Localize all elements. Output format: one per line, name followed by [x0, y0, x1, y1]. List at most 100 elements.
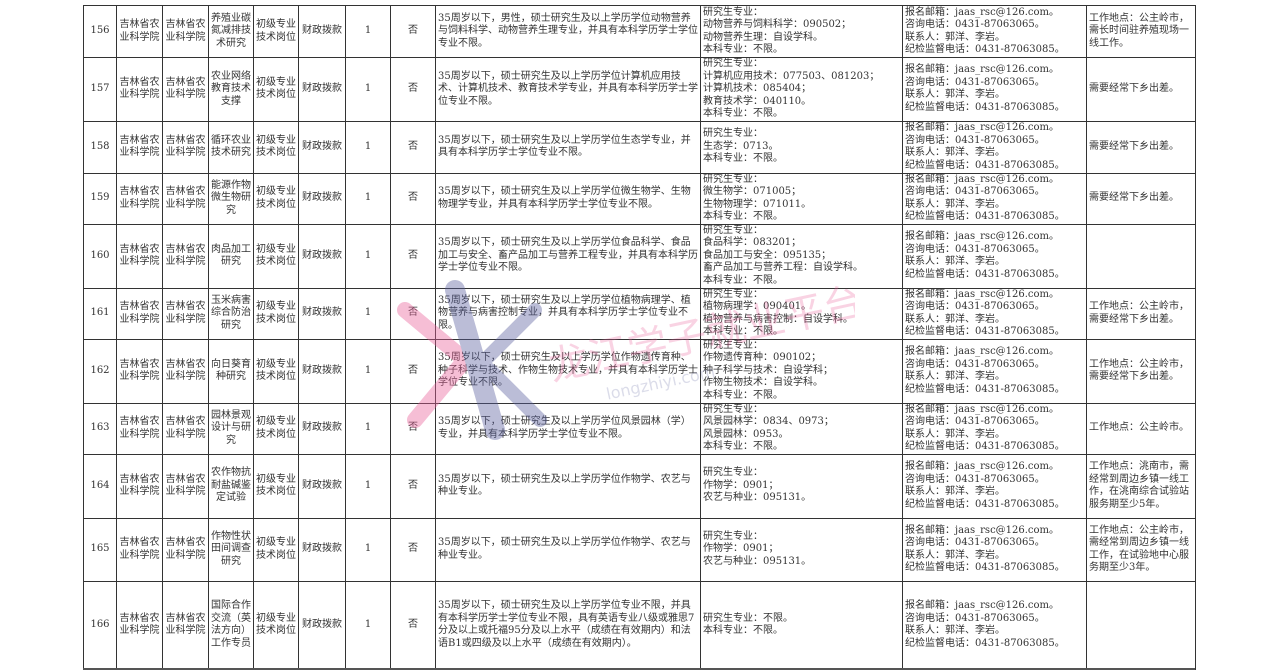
major-requirements-line: 研究生专业：: [703, 288, 763, 300]
major-requirements-line: 教育技术学：040110。: [703, 95, 812, 107]
major-requirements: 研究生专业： 作物学：0901； 农艺与种业：095131。: [700, 517, 903, 582]
department: 吉林省农业科学院: [162, 223, 209, 289]
contact-info: 报名邮箱：jaas_rsc@126.com。 咨询电话：0431-87063065…: [902, 287, 1087, 340]
major-requirements-line: 本科专业：不限。: [703, 108, 783, 119]
major-requirements-line: 种子科学与技术：自设学科；: [703, 364, 833, 376]
table-row: 160 吉林省农业科学院 吉林省农业科学院 肉品加工研究 初级专业技术岗位 财政拨款 1 否 3…: [83, 223, 1196, 289]
requirements: 35周岁以下，硕士研究生及以上学历学位风景园林（学）专业，并具有本科学历学士学位…: [435, 402, 701, 455]
requirements: 35周岁以下，硕士研究生及以上学历学位专业不限，并具有本科学历学士学位专业不限，…: [435, 580, 701, 670]
major-requirements-line: 研究生专业：: [703, 58, 763, 69]
position-name: 农作物抗耐盐碱鉴定试验: [208, 453, 254, 519]
remarks: 工作地点：公主岭市，需要经常下乡出差。: [1086, 287, 1196, 340]
remarks: 工作地点：公主岭市，需要经常下乡出差。: [1086, 338, 1196, 404]
contact-info-line: 咨询电话：0431-87063065。: [905, 76, 1045, 88]
hiring-count: 1: [345, 517, 391, 582]
job-posting-table: 156 吉林省农业科学院 吉林省农业科学院 养殖业碳氮减排技术研究 初级专业技术岗位 财政…: [83, 5, 1196, 670]
table-row: 158 吉林省农业科学院 吉林省农业科学院 循环农业技术研究 初级专业技术岗位 财政拨款 1…: [83, 120, 1196, 174]
contact-info-line: 纪检监督电话：0431-87063085。: [905, 441, 1065, 452]
major-requirements-line: 农艺与种业：095131。: [703, 555, 812, 567]
employer-unit: 吉林省农业科学院: [116, 517, 163, 582]
yes-no-flag: 否: [390, 338, 436, 404]
funding-source: 财政拨款: [298, 402, 346, 455]
contact-info: 报名邮箱：jaas_rsc@126.com。 咨询电话：0431-87063065…: [902, 517, 1087, 582]
table-row: 159 吉林省农业科学院 吉林省农业科学院 能源作物微生物研究 初级专业技术岗位 财政拨款…: [83, 172, 1196, 225]
major-requirements-line: 本科专业：不限。: [703, 326, 783, 337]
major-requirements-line: 研究生专业：: [703, 6, 763, 18]
requirements: 35周岁以下，硕士研究生及以上学历学位植物病理学、植物营养与病害控制专业，并具有…: [435, 287, 701, 340]
hiring-count: 1: [345, 402, 391, 455]
employer-unit: 吉林省农业科学院: [116, 223, 163, 289]
contact-info-line: 咨询电话：0431-87063065。: [905, 186, 1045, 197]
yes-no-flag: 否: [390, 402, 436, 455]
position-name: 园林景观设计与研究: [208, 402, 254, 455]
hiring-count: 1: [345, 580, 391, 670]
position-name: 国际合作交流（英法方向）工作专员: [208, 580, 254, 670]
major-requirements-line: 作物学：0901；: [703, 479, 779, 491]
row-number: 160: [83, 223, 117, 289]
contact-info-line: 报名邮箱：jaas_rsc@126.com。: [905, 6, 1060, 18]
contact-info-line: 报名邮箱：jaas_rsc@126.com。: [905, 600, 1060, 611]
position-category: 初级专业技术岗位: [253, 120, 299, 174]
major-requirements-line: 计算机技术：085404；: [703, 83, 812, 94]
major-requirements-line: 本科专业：不限。: [703, 153, 783, 165]
major-requirements-line: 本科专业：不限。: [703, 625, 783, 636]
contact-info-line: 纪检监督电话：0431-87063085。: [905, 211, 1065, 222]
major-requirements: 研究生专业： 动物营养与饲料科学：090502； 动物营养生理：自设学科。 本科专业：…: [700, 5, 903, 58]
department: 吉林省农业科学院: [162, 580, 209, 670]
major-requirements-line: 研究生专业：: [703, 173, 763, 185]
contact-info-line: 报名邮箱：jaas_rsc@126.com。: [905, 346, 1060, 357]
position-category: 初级专业技术岗位: [253, 172, 299, 225]
major-requirements-line: 植物营养与病害控制：自设学科。: [703, 313, 853, 325]
hiring-count: 1: [345, 5, 391, 58]
funding-source: 财政拨款: [298, 57, 346, 122]
remarks: 需要经常下乡出差。: [1086, 57, 1196, 122]
yes-no-flag: 否: [390, 580, 436, 670]
hiring-count: 1: [345, 338, 391, 404]
contact-info-line: 报名邮箱：jaas_rsc@126.com。: [905, 231, 1060, 242]
remarks: 工作地点：公主岭市，需经常到周边乡镇一线工作，在试验地中心服务期至少3年。: [1086, 517, 1196, 582]
contact-info-line: 联系人：郭洋、李岩。: [905, 89, 1005, 101]
position-name: 肉品加工研究: [208, 223, 254, 289]
remarks: 工作地点：公主岭市。: [1086, 402, 1196, 455]
position-name: 作物性状田间调查研究: [208, 517, 254, 582]
requirements: 35周岁以下，硕士研究生及以上学历学位生态学专业，并具有本科学历学士学位专业不限…: [435, 120, 701, 174]
remarks: 需要经常下乡出差。: [1086, 172, 1196, 225]
employer-unit: 吉林省农业科学院: [116, 580, 163, 670]
contact-info-line: 纪检监督电话：0431-87063085。: [905, 498, 1065, 510]
funding-source: 财政拨款: [298, 5, 346, 58]
row-number: 158: [83, 120, 117, 174]
row-number: 159: [83, 172, 117, 225]
contact-info-line: 纪检监督电话：0431-87063085。: [905, 159, 1065, 171]
department: 吉林省农业科学院: [162, 338, 209, 404]
position-name: 农业网络教育技术支撑: [208, 57, 254, 122]
table-row: 162 吉林省农业科学院 吉林省农业科学院 向日葵育种研究 初级专业技术岗位 财政拨款 1 否…: [83, 338, 1196, 404]
funding-source: 财政拨款: [298, 338, 346, 404]
row-number: 166: [83, 580, 117, 670]
funding-source: 财政拨款: [298, 120, 346, 174]
contact-info-line: 联系人：郭洋、李岩。: [905, 31, 1005, 43]
contact-info-line: 联系人：郭洋、李岩。: [905, 371, 1005, 382]
yes-no-flag: 否: [390, 453, 436, 519]
table-bottom-border: [83, 668, 1195, 670]
requirements: 35周岁以下，硕士研究生及以上学历学位食品科学、食品加工与安全、畜产品加工与营养…: [435, 223, 701, 289]
contact-info-line: 咨询电话：0431-87063065。: [905, 612, 1045, 624]
contact-info-line: 联系人：郭洋、李岩。: [905, 198, 1005, 210]
employer-unit: 吉林省农业科学院: [116, 57, 163, 122]
contact-info-line: 联系人：郭洋、李岩。: [905, 486, 1005, 497]
major-requirements-line: 研究生专业：: [703, 339, 763, 351]
major-requirements-line: 研究生专业：: [703, 128, 763, 140]
major-requirements-line: 研究生专业：: [703, 467, 763, 479]
hiring-count: 1: [345, 287, 391, 340]
contact-info-line: 纪检监督电话：0431-87063085。: [905, 383, 1065, 395]
table-row: 166 吉林省农业科学院 吉林省农业科学院 国际合作交流（英法方向）工作专员 初级专业技…: [83, 580, 1196, 670]
employer-unit: 吉林省农业科学院: [116, 338, 163, 404]
major-requirements-line: 研究生专业：: [703, 530, 763, 542]
contact-info-line: 咨询电话：0431-87063065。: [905, 19, 1045, 30]
remarks: 工作地点：公主岭市，需长时间驻养殖现场一线工作。: [1086, 5, 1196, 58]
department: 吉林省农业科学院: [162, 517, 209, 582]
major-requirements-line: 本科专业：不限。: [703, 211, 783, 222]
position-name: 向日葵育种研究: [208, 338, 254, 404]
yes-no-flag: 否: [390, 287, 436, 340]
major-requirements: 研究生专业： 食品科学：083201； 食品加工与安全：095135； 畜产品加工与营…: [700, 223, 903, 289]
department: 吉林省农业科学院: [162, 57, 209, 122]
